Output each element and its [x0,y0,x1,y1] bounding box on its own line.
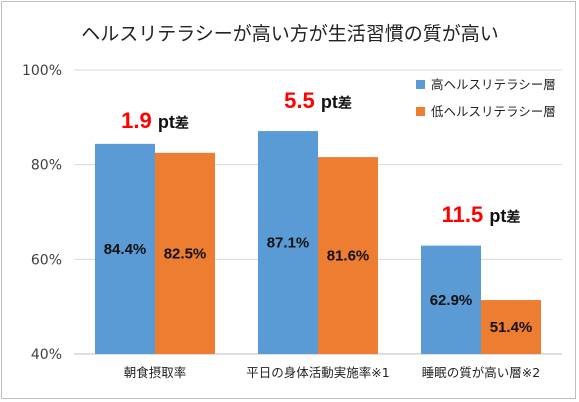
data-labels: 84.4% 82.5% 87.1% 81.6% 62.9% 51.4% [104,235,533,336]
category-label: 朝食摂取率 [124,365,187,380]
data-label: 84.4% [104,241,147,258]
data-label: 81.6% [327,248,370,265]
bar [258,131,318,354]
bar [481,300,541,354]
category-labels: 朝食摂取率 平日の身体活動実施率※1 睡眠の質が高い層※2 [124,365,540,380]
y-tick-label: 100% [22,63,62,79]
difference-annotations: 1.9 pt差 5.5 pt差 11.5 pt差 [121,88,520,227]
difference-annotation: 11.5 pt差 [442,202,521,227]
bar [95,143,155,354]
bar [155,152,215,354]
legend-swatch [416,107,425,116]
legend-label: 低ヘルスリテラシー層 [431,104,556,119]
y-tick-label: 80% [31,158,62,174]
bar [421,245,481,354]
chart-title: ヘルスリテラシーが高い方が生活習慣の質が高い [81,23,499,45]
y-tick-label: 40% [31,347,62,363]
y-tick-label: 60% [31,252,62,268]
y-axis-ticks: 40% 60% 80% 100% [22,63,62,363]
bar [318,157,378,354]
bars [95,131,541,354]
category-label: 睡眠の質が高い層※2 [422,365,540,380]
data-label: 82.5% [164,245,207,262]
category-label: 平日の身体活動実施率※1 [246,365,389,380]
data-label: 87.1% [267,235,310,252]
legend-swatch [416,80,425,89]
difference-annotation: 5.5 pt差 [284,88,352,113]
difference-annotation: 1.9 pt差 [121,108,189,133]
data-label: 51.4% [490,319,533,336]
legend-label: 高ヘルスリテラシー層 [431,77,556,92]
data-label: 62.9% [430,292,473,309]
